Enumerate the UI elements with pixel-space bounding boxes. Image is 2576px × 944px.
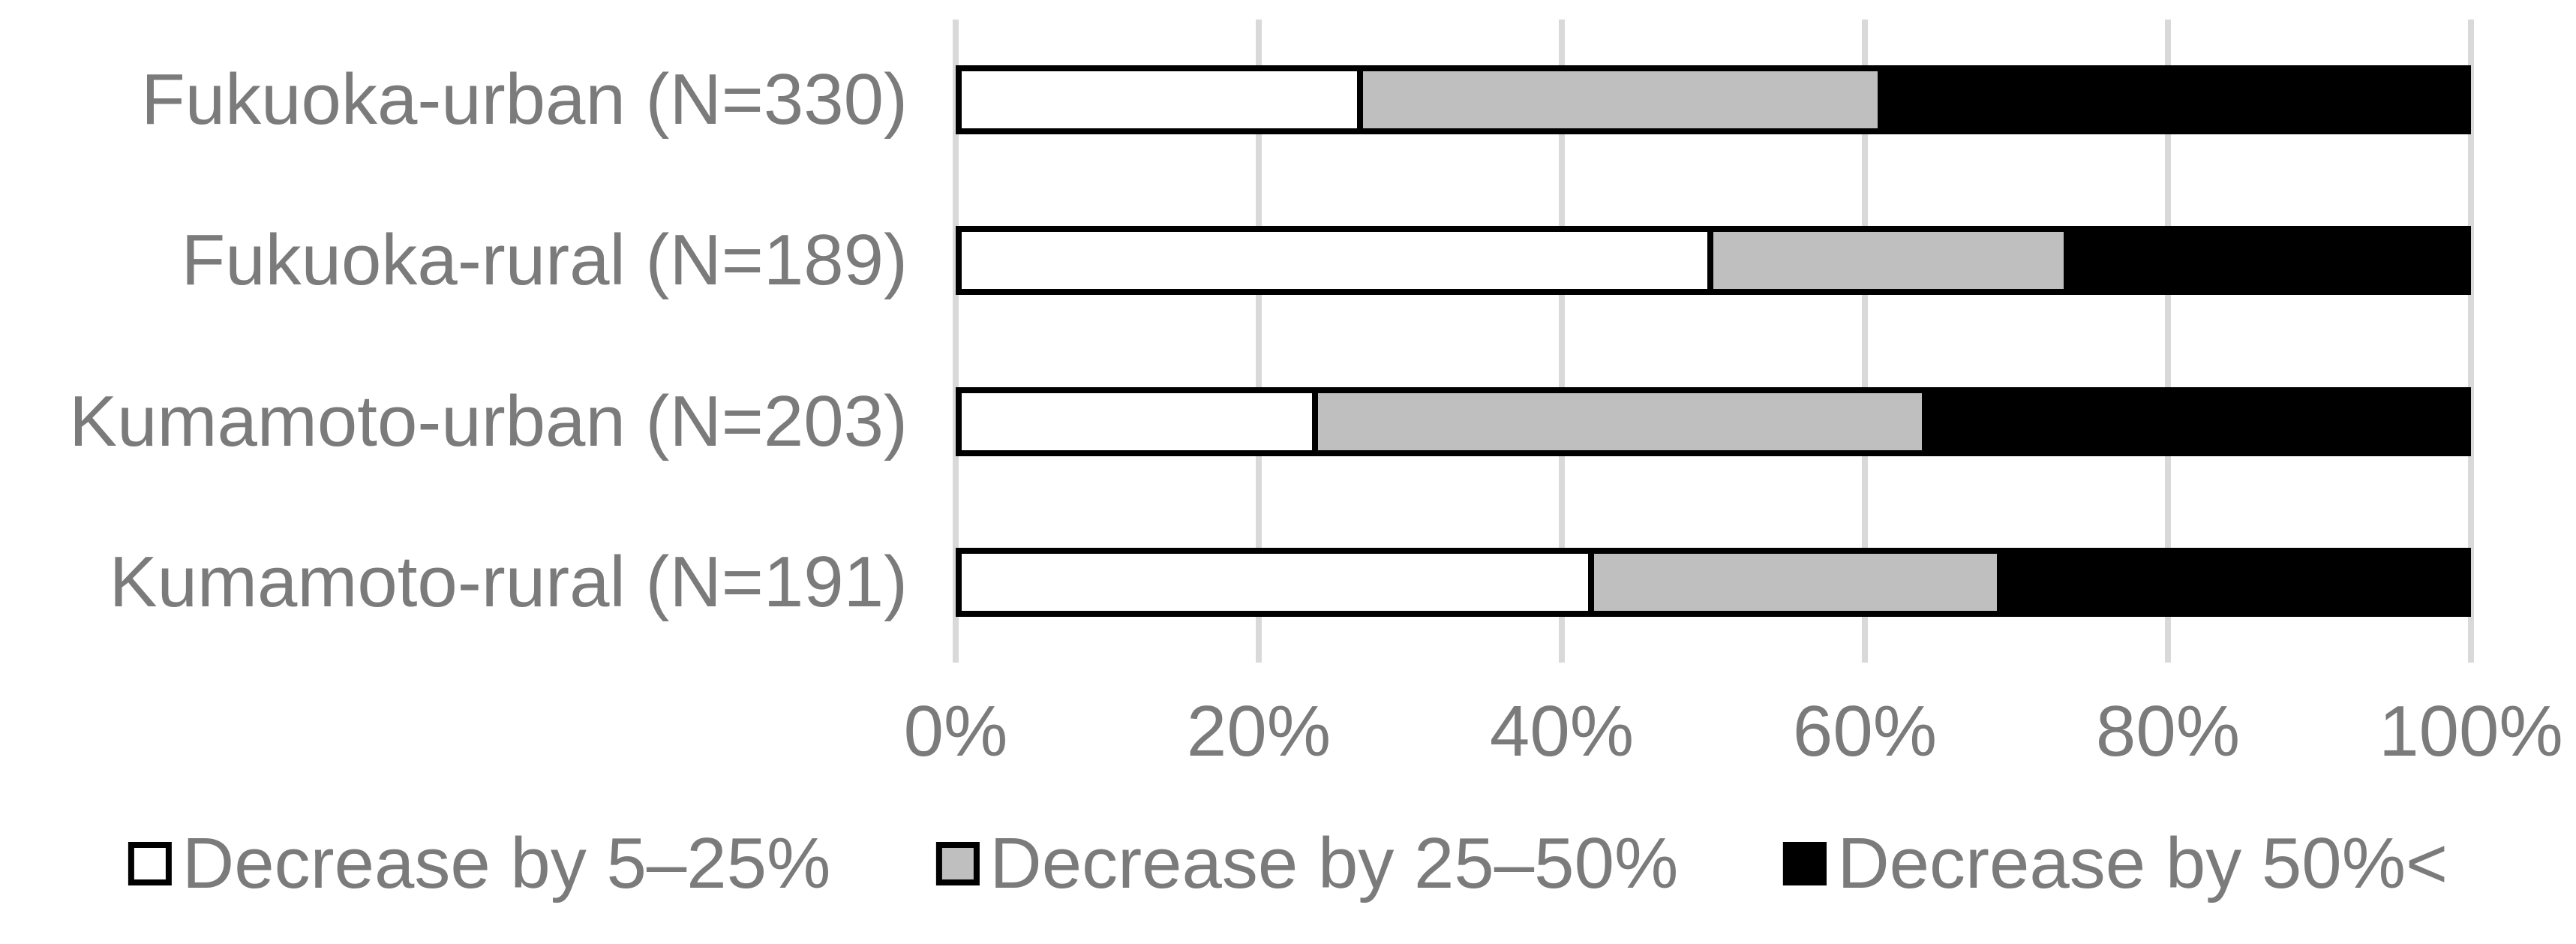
legend-label: Decrease by 5–25% — [182, 823, 831, 903]
bar-row-3 — [956, 547, 2471, 617]
x-tick-label-0%: 0% — [903, 691, 1008, 771]
gridline-80% — [2165, 20, 2171, 663]
segment-divider — [1312, 392, 1319, 450]
bar-segment-series1-row3 — [1593, 553, 1997, 611]
segment-divider — [1707, 232, 1713, 290]
bar-row-2 — [956, 386, 2471, 456]
x-tick-label-20%: 20% — [1186, 691, 1332, 771]
category-label-1: Fukuoka-rural (N=189) — [181, 220, 908, 301]
legend-swatch-icon — [1783, 842, 1827, 885]
bar-row-0 — [956, 65, 2471, 135]
bar-row-1 — [956, 226, 2471, 296]
gridline-20% — [1256, 20, 1262, 663]
legend-label: Decrease by 50%< — [1837, 823, 2448, 903]
bar-segment-series0-row2 — [962, 392, 1313, 450]
legend-swatch-icon — [935, 842, 980, 885]
legend-item-2: Decrease by 50%< — [1783, 822, 2448, 905]
segment-divider — [2064, 232, 2070, 290]
gridline-60% — [1862, 20, 1868, 663]
bar-segment-series1-row2 — [1318, 392, 1923, 450]
legend: Decrease by 5–25% Decrease by 25–50% Decre… — [128, 822, 2448, 905]
segment-divider — [1587, 553, 1594, 611]
bar-segment-series2-row1 — [2070, 232, 2465, 290]
bar-segment-series1-row1 — [1713, 232, 2064, 290]
category-label-0: Fukuoka-urban (N=330) — [141, 59, 908, 140]
x-tick-label-40%: 40% — [1489, 691, 1635, 771]
segment-divider — [1877, 71, 1884, 129]
legend-item-1: Decrease by 25–50% — [935, 822, 1678, 905]
segment-divider — [1996, 553, 2003, 611]
bar-segment-series1-row0 — [1362, 71, 1878, 129]
legend-item-0: Decrease by 5–25% — [128, 822, 831, 905]
x-tick-label-80%: 80% — [2095, 691, 2241, 771]
segment-divider — [1356, 71, 1363, 129]
legend-label: Decrease by 25–50% — [989, 823, 1679, 903]
segment-divider — [1922, 392, 1929, 450]
bar-segment-series0-row0 — [962, 71, 1357, 129]
category-label-3: Kumamoto-rural (N=191) — [109, 541, 908, 622]
bar-segment-series0-row3 — [962, 553, 1588, 611]
bar-segment-series2-row3 — [2002, 553, 2465, 611]
x-tick-label-60%: 60% — [1792, 691, 1938, 771]
category-label-2: Kumamoto-urban (N=203) — [69, 380, 908, 461]
gridline-0% — [953, 20, 959, 663]
bar-segment-series0-row1 — [962, 232, 1707, 290]
plot-area — [953, 20, 2474, 663]
bar-segment-series2-row0 — [1883, 71, 2465, 129]
gridline-40% — [1559, 20, 1565, 663]
gridline-100% — [2468, 20, 2474, 663]
y-axis-category-labels: Fukuoka-urban (N=330) Fukuoka-rural (N=18… — [0, 0, 908, 663]
bar-segment-series2-row2 — [1928, 392, 2466, 450]
legend-swatch-icon — [128, 842, 172, 885]
x-tick-label-100%: 100% — [2379, 691, 2563, 771]
